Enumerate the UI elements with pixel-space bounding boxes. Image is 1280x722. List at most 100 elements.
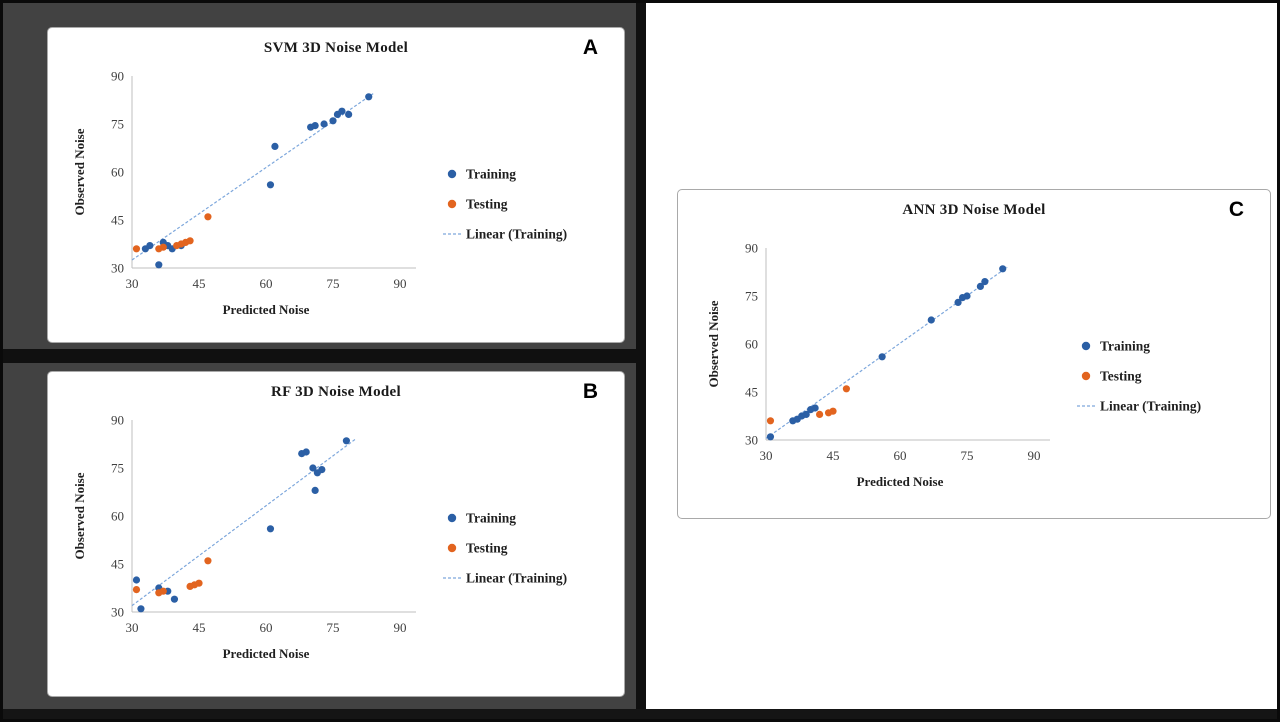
- y-axis-title: Observed Noise: [72, 128, 87, 215]
- y-tick-label: 75: [111, 117, 124, 132]
- training-data-point: [981, 278, 989, 286]
- training-data-point: [132, 576, 141, 584]
- legend-label: Training: [466, 167, 516, 182]
- training-data-point: [320, 120, 328, 128]
- legend-marker-testing: [447, 543, 457, 553]
- x-tick-label: 60: [894, 448, 907, 463]
- y-tick-label: 30: [745, 433, 758, 448]
- testing-data-point: [132, 586, 141, 594]
- testing-data-point: [842, 385, 850, 393]
- training-data-point: [999, 265, 1007, 273]
- legend-label: Training: [466, 511, 516, 526]
- training-data-point: [963, 292, 971, 300]
- x-tick-label: 30: [126, 276, 139, 291]
- training-data-point: [311, 486, 319, 494]
- chart-title: RF 3D Noise Model: [271, 384, 401, 400]
- x-tick-label: 60: [260, 276, 273, 291]
- training-data-point: [271, 142, 279, 150]
- training-data-point: [170, 595, 179, 603]
- x-tick-label: 75: [327, 620, 340, 635]
- chart-title: ANN 3D Noise Model: [902, 202, 1046, 218]
- trendline: [131, 438, 356, 607]
- training-data-point: [342, 437, 350, 445]
- legend-label: Linear (Training): [1100, 399, 1201, 414]
- y-tick-label: 45: [745, 385, 758, 400]
- testing-data-point: [766, 417, 775, 425]
- panel-letter: C: [1228, 198, 1244, 221]
- testing-data-point: [204, 557, 212, 565]
- x-axis-title: Predicted Noise: [223, 302, 310, 317]
- y-axis-title: Observed Noise: [72, 472, 87, 559]
- legend-label: Testing: [466, 541, 508, 556]
- testing-data-point: [132, 245, 141, 253]
- x-tick-label: 45: [193, 276, 206, 291]
- training-data-point: [329, 117, 337, 125]
- legend-label: Linear (Training): [466, 571, 567, 586]
- y-tick-label: 60: [111, 509, 124, 524]
- training-data-point: [309, 464, 317, 472]
- y-tick-label: 45: [111, 557, 124, 572]
- training-data-point: [311, 122, 319, 130]
- y-tick-label: 45: [111, 213, 124, 228]
- x-tick-label: 60: [260, 620, 273, 635]
- panel-ann-chart: ANN 3D Noise Model C 30 30 45 45 60 60 75 75 90 9…: [677, 189, 1271, 519]
- testing-data-point: [159, 587, 167, 595]
- training-data-point: [338, 107, 346, 115]
- x-tick-label: 30: [126, 620, 139, 635]
- training-data-point: [954, 298, 962, 306]
- legend-label: Training: [1100, 339, 1150, 354]
- horizontal-divider: [3, 349, 643, 363]
- x-tick-label: 45: [193, 620, 206, 635]
- training-data-point: [976, 282, 984, 290]
- testing-data-point: [186, 237, 194, 245]
- x-tick-label: 45: [827, 448, 840, 463]
- trendline: [131, 93, 374, 261]
- training-data-point: [266, 525, 275, 533]
- bottom-border-bar: [3, 709, 1277, 719]
- panel-rf-chart: RF 3D Noise Model B 30 30 45 45 60 60 75 75 90 90…: [47, 371, 625, 697]
- y-tick-label: 75: [745, 289, 758, 304]
- x-tick-label: 90: [394, 276, 407, 291]
- legend-marker-testing: [447, 199, 457, 209]
- y-tick-label: 60: [111, 165, 124, 180]
- training-data-point: [345, 110, 353, 118]
- chart-title: SVM 3D Noise Model: [263, 40, 409, 56]
- y-tick-label: 90: [111, 413, 124, 428]
- x-tick-label: 75: [327, 276, 340, 291]
- x-tick-label: 90: [394, 620, 407, 635]
- y-tick-label: 30: [111, 605, 124, 620]
- training-data-point: [318, 466, 326, 474]
- x-tick-label: 75: [961, 448, 974, 463]
- legend-label: Testing: [1100, 369, 1142, 384]
- training-data-point: [927, 316, 935, 324]
- y-tick-label: 60: [745, 337, 758, 352]
- x-tick-label: 90: [1028, 448, 1041, 463]
- panel-letter: A: [582, 36, 598, 59]
- testing-data-point: [195, 579, 203, 587]
- testing-data-point: [829, 407, 837, 415]
- legend-label: Testing: [466, 197, 508, 212]
- training-data-point: [802, 410, 810, 418]
- testing-data-point: [204, 213, 212, 221]
- x-tick-label: 30: [760, 448, 773, 463]
- training-data-point: [302, 448, 310, 456]
- legend-label: Linear (Training): [466, 227, 567, 242]
- vertical-divider: [636, 3, 646, 719]
- legend-marker-testing: [1081, 371, 1091, 381]
- training-data-point: [766, 433, 775, 441]
- y-tick-label: 90: [111, 69, 124, 84]
- y-axis-title: Observed Noise: [706, 300, 721, 387]
- training-data-point: [146, 242, 154, 250]
- testing-data-point: [816, 410, 824, 418]
- panel-svm-chart: SVM 3D Noise Model A 30 30 45 45 60 60 75 75 90 9…: [47, 27, 625, 343]
- legend-marker-training: [447, 169, 457, 179]
- x-axis-title: Predicted Noise: [857, 474, 944, 489]
- training-data-point: [365, 93, 373, 101]
- training-data-point: [137, 605, 145, 613]
- legend-marker-training: [1081, 341, 1091, 351]
- training-data-point: [878, 353, 886, 361]
